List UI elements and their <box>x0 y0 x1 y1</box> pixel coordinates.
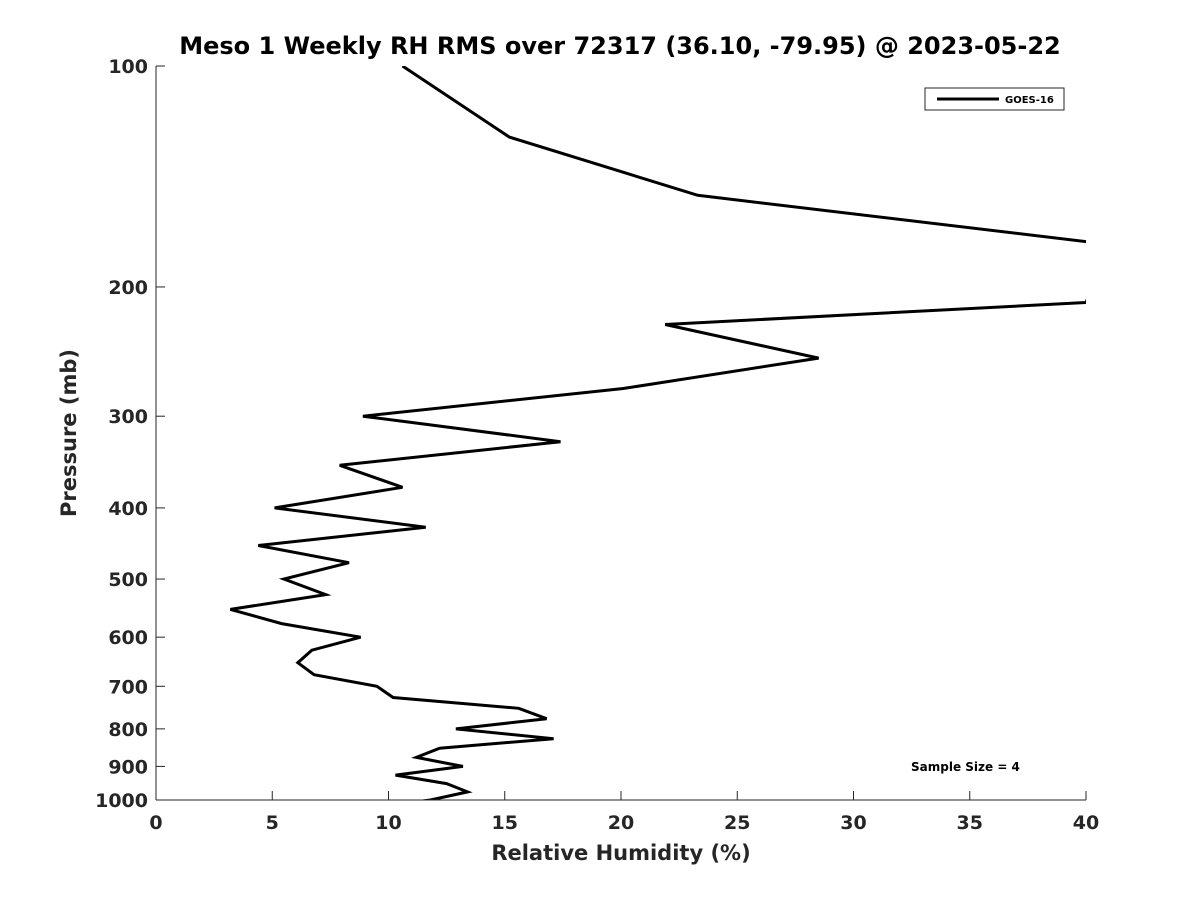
series-lines <box>229 66 1086 800</box>
y-tick-label: 500 <box>108 569 148 591</box>
legend: GOES-16 <box>924 87 1065 111</box>
y-tick-label: 1000 <box>95 790 148 812</box>
y-axis-ticks: 100 200 300 400 500 600 700 800 900 1000 <box>95 56 165 812</box>
x-tick-label: 20 <box>608 812 634 834</box>
x-tick-label: 35 <box>957 812 983 834</box>
x-axis-label: Relative Humidity (%) <box>491 841 750 865</box>
x-tick-label: 5 <box>266 812 279 834</box>
y-tick-label: 300 <box>108 406 148 428</box>
sample-size-annotation: Sample Size = 4 <box>911 760 1020 774</box>
y-tick-label: 200 <box>108 277 148 299</box>
y-tick-label: 900 <box>108 756 148 778</box>
series-line-goes-16 <box>229 66 1086 800</box>
x-tick-label: 30 <box>840 812 866 834</box>
chart-title: Meso 1 Weekly RH RMS over 72317 (36.10, … <box>179 32 1061 60</box>
y-tick-label: 700 <box>108 676 148 698</box>
y-tick-label: 400 <box>108 498 148 520</box>
x-tick-label: 40 <box>1073 812 1099 834</box>
x-tick-label: 10 <box>375 812 401 834</box>
y-tick-label: 800 <box>108 719 148 741</box>
y-tick-label: 100 <box>108 56 148 78</box>
y-tick-label: 600 <box>108 627 148 649</box>
x-tick-label: 15 <box>492 812 518 834</box>
x-axis-ticks: 0 5 10 15 20 25 30 35 40 <box>149 791 1099 834</box>
plot-area <box>156 66 1086 800</box>
x-tick-label: 25 <box>724 812 750 834</box>
legend-label-goes-16: GOES-16 <box>1005 95 1054 106</box>
x-tick-label: 0 <box>149 812 162 834</box>
y-axis-label: Pressure (mb) <box>57 349 81 517</box>
